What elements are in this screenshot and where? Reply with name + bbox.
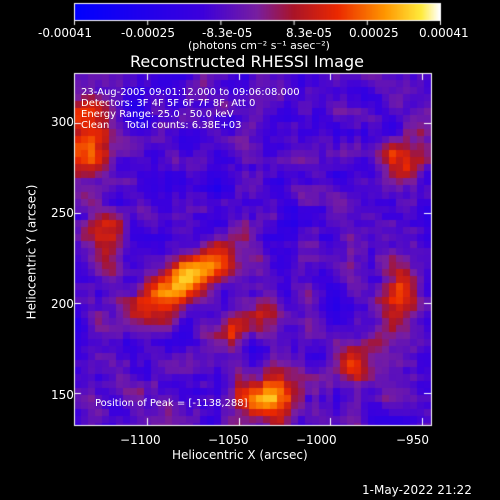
colorbar-tick-label: -8.3e-05 — [202, 26, 253, 40]
chart-title: Reconstructed RHESSI Image — [130, 52, 364, 71]
colorbar-tick-label: -0.00025 — [121, 26, 175, 40]
colorbar-tick-label: -0.00041 — [38, 26, 92, 40]
y-tick-label: 250 — [51, 206, 74, 220]
y-tick-label: 300 — [51, 115, 74, 129]
x-axis-label: Heliocentric X (arcsec) — [172, 448, 308, 462]
colorbar-unit-label: (photons cm⁻² s⁻¹ asec⁻²) — [188, 39, 330, 52]
y-tick-label: 150 — [51, 388, 74, 402]
x-tick-label: −1000 — [296, 433, 337, 447]
annotation-detectors: Detectors: 3F 4F 5F 6F 7F 8F, Att 0 — [81, 98, 256, 109]
x-tick-label: −1050 — [208, 433, 249, 447]
footer-timestamp: 1-May-2022 21:22 — [362, 483, 472, 497]
colorbar-tick-label: 0.00025 — [349, 26, 399, 40]
annotation-clean-total-counts: Clean Total counts: 6.38E+03 — [81, 120, 242, 131]
peak-position-label: Position of Peak = [-1138,288] — [95, 398, 248, 409]
annotation-time-range: 23-Aug-2005 09:01:12.000 to 09:06:08.000 — [81, 87, 300, 98]
colorbar-tick-label: 8.3e-05 — [286, 26, 333, 40]
y-tick-label: 200 — [51, 297, 74, 311]
x-tick-label: −950 — [396, 433, 429, 447]
y-axis-label: Heliocentric Y (arcsec) — [24, 184, 39, 320]
annotation-energy-range: Energy Range: 25.0 - 50.0 keV — [81, 109, 234, 120]
x-tick-label: −1100 — [120, 433, 161, 447]
colorbar-tick-label: 0.00041 — [419, 26, 469, 40]
